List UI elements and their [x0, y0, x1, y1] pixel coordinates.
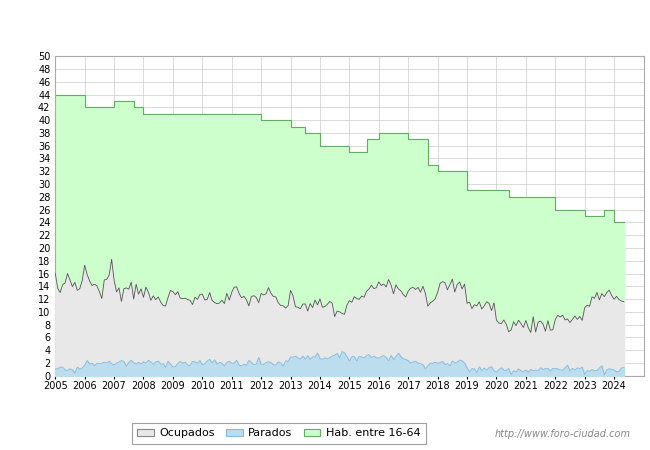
- Text: Tajueco - Evolucion de la poblacion en edad de Trabajar Mayo de 2024: Tajueco - Evolucion de la poblacion en e…: [90, 17, 560, 30]
- Legend: Ocupados, Parados, Hab. entre 16-64: Ocupados, Parados, Hab. entre 16-64: [131, 423, 426, 444]
- Text: http://www.foro-ciudad.com: http://www.foro-ciudad.com: [495, 429, 630, 439]
